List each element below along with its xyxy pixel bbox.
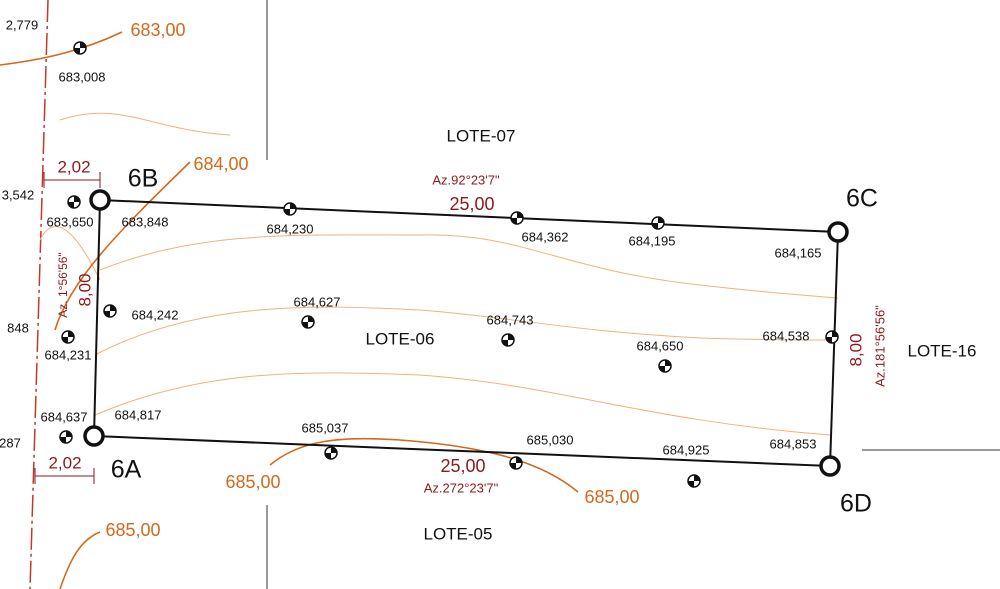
spot-point-fill [74,42,86,54]
partial-label: 3,542 [2,187,35,202]
spot-point-fill [659,360,671,372]
spot-point-fill [302,316,314,328]
spot-elevation: 684,743 [487,312,534,327]
contour-label: 683,00 [130,20,185,40]
spot-elevation: 685,037 [302,420,349,435]
spot-elevation: 684,362 [522,229,569,244]
vertex-label: 6A [111,456,142,484]
side-length: 25,00 [449,194,494,214]
spot-point-fill [688,475,700,487]
spot-elevation: 684,230 [267,221,314,236]
spot-elevation: 683,650 [47,214,94,229]
side-azimuth: Az.181°56'56" [872,305,887,387]
spot-elevation: 684,925 [663,442,710,457]
spot-elevation: 684,231 [45,347,92,362]
contour-label: 685,00 [584,487,639,507]
spot-point-fill [510,457,522,469]
spot-elevation: 684,195 [629,233,676,248]
spot-point-fill [104,305,116,317]
contour-label: 685,00 [105,520,160,540]
side-length: 25,00 [440,456,485,476]
lot-label: LOTE-16 [908,341,977,360]
contours-major [0,31,579,589]
road-axis [29,0,49,589]
offset-label: 2,02 [48,453,81,472]
spot-elevation: 684,242 [132,307,179,322]
spot-point-fill [325,447,337,459]
lot-label: LOTE-06 [366,329,435,348]
side-azimuth: Az.92°23'7" [432,172,500,187]
vertex-label: 6C [846,185,878,213]
partial-label: 287 [0,435,21,450]
partial-label: 2,779 [6,17,39,32]
spot-point-fill [60,431,72,443]
spot-elevation: 683,848 [122,214,169,229]
side-azimuth: Az.272°23'7" [424,480,499,495]
contour-label: 684,00 [193,154,248,174]
partial-label: 848 [7,320,29,335]
vertex-label: 6D [840,490,872,518]
spot-elevation: 683,008 [59,69,106,84]
contours-minor [39,112,839,436]
contour-label: 685,00 [225,472,280,492]
lot-polygon [92,198,840,468]
spot-elevation: 684,165 [775,245,822,260]
vertex-marker [819,455,841,477]
lot-label: LOTE-07 [447,126,516,145]
vertex-marker [83,425,105,447]
spot-elevation: 684,650 [637,338,684,353]
spot-point-fill [826,331,838,343]
lot-boundaries [266,0,1000,589]
spot-point-fill [62,331,74,343]
side-length: 8,00 [75,273,94,306]
side-length: 8,00 [846,333,865,366]
spot-point-fill [652,217,664,229]
spot-elevation: 685,030 [527,432,574,447]
spot-point-fill [284,203,296,215]
spot-elevation: 684,627 [294,294,341,309]
side-azimuth: Az. 1°56'56" [56,252,70,317]
spot-elevation: 684,637 [41,409,88,424]
spot-point-fill [511,212,523,224]
spot-elevation: 684,538 [763,328,810,343]
vertex-marker [827,221,849,243]
spot-elevation: 684,853 [770,436,817,451]
spot-point-fill [502,334,514,346]
dimension-lines [34,172,101,484]
offset-label: 2,02 [57,157,90,176]
vertex-marker [89,189,111,211]
lot-label: LOTE-05 [424,524,493,543]
vertex-label: 6B [128,165,159,193]
spot-elevation: 684,817 [115,407,162,422]
spot-point-fill [68,196,80,208]
